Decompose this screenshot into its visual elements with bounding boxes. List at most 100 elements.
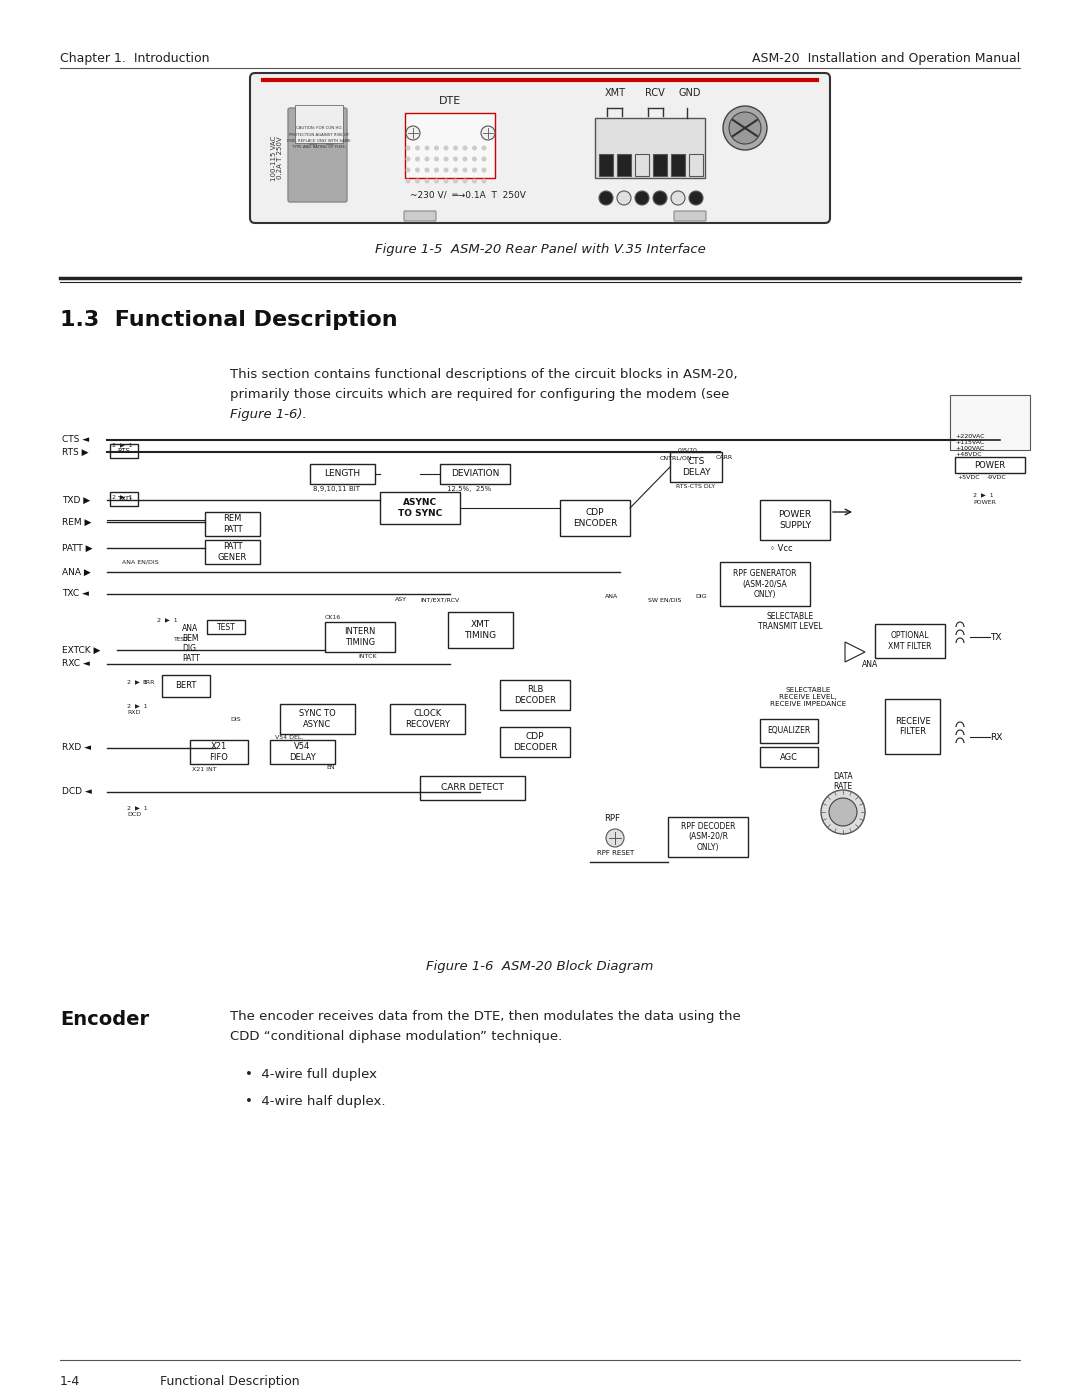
Bar (205, 541, 260, 564)
Text: PROTECTION AGAINST RISK OF: PROTECTION AGAINST RISK OF (288, 133, 349, 137)
Text: 2  ▶  1: 2 ▶ 1 (157, 617, 177, 622)
Text: RXC ◄: RXC ◄ (62, 659, 90, 669)
Circle shape (729, 112, 761, 144)
FancyBboxPatch shape (674, 211, 706, 221)
Bar (670, 453, 723, 482)
Circle shape (406, 126, 420, 140)
Text: ANA: ANA (862, 659, 878, 669)
Bar (950, 395, 1030, 450)
Text: AGC: AGC (780, 753, 798, 761)
Text: INTCK: INTCK (357, 654, 377, 659)
Bar (110, 492, 138, 506)
FancyBboxPatch shape (309, 122, 318, 144)
Bar (295, 105, 343, 142)
Text: EN: EN (326, 766, 335, 770)
Circle shape (482, 179, 486, 183)
Text: PATT: PATT (183, 654, 200, 664)
Bar (669, 817, 748, 856)
Text: DATA
RATE: DATA RATE (833, 773, 853, 791)
Circle shape (482, 168, 486, 172)
FancyBboxPatch shape (404, 211, 436, 221)
Text: The encoder receives data from the DTE, then modulates the data using the: The encoder receives data from the DTE, … (230, 1010, 741, 1023)
Text: 2  ▶  1: 2 ▶ 1 (127, 805, 148, 810)
Bar (280, 704, 355, 733)
Text: EQUALIZER: EQUALIZER (768, 726, 811, 735)
Bar (561, 500, 630, 536)
Circle shape (462, 145, 468, 151)
Text: This section contains functional descriptions of the circuit blocks in ASM-20,: This section contains functional descrip… (230, 367, 738, 381)
Text: TEST: TEST (217, 623, 235, 631)
Text: RXD: RXD (127, 710, 140, 715)
Circle shape (462, 156, 468, 162)
Circle shape (405, 179, 410, 183)
Text: INTERN
TIMING: INTERN TIMING (345, 627, 376, 647)
Text: DCD: DCD (127, 812, 141, 817)
Bar (595, 117, 705, 177)
Text: CTS ◄: CTS ◄ (62, 436, 90, 444)
Text: POWER: POWER (974, 461, 1005, 469)
Text: X21
FIFO: X21 FIFO (210, 742, 229, 761)
Bar (760, 719, 818, 743)
Text: DCD ◄: DCD ◄ (62, 788, 92, 796)
Text: 1.3  Functional Description: 1.3 Functional Description (60, 310, 397, 330)
Circle shape (482, 145, 486, 151)
Bar (760, 500, 831, 541)
Circle shape (434, 145, 438, 151)
Circle shape (424, 168, 430, 172)
Circle shape (434, 179, 438, 183)
Circle shape (462, 179, 468, 183)
Bar (270, 740, 335, 764)
Circle shape (671, 191, 685, 205)
Text: CDD “conditional diphase modulation” technique.: CDD “conditional diphase modulation” tec… (230, 1030, 563, 1044)
Circle shape (424, 145, 430, 151)
Bar (875, 624, 945, 658)
Text: RX: RX (990, 732, 1002, 742)
Text: RECEIVE
FILTER: RECEIVE FILTER (894, 717, 930, 736)
FancyBboxPatch shape (288, 108, 347, 203)
Text: GND: GND (678, 88, 701, 98)
Bar (162, 675, 210, 697)
Text: TX: TX (990, 633, 1001, 641)
Bar (689, 154, 703, 176)
Text: OPTIONAL
XMT FILTER: OPTIONAL XMT FILTER (888, 631, 932, 651)
Bar (955, 457, 1025, 474)
Circle shape (481, 126, 495, 140)
Bar (380, 492, 460, 524)
Circle shape (424, 179, 430, 183)
Bar (310, 464, 375, 483)
Text: ASYNC
TO SYNC: ASYNC TO SYNC (397, 499, 442, 518)
Circle shape (723, 106, 767, 149)
Text: DTE: DTE (438, 96, 461, 106)
Circle shape (444, 145, 448, 151)
Text: RTS: RTS (118, 448, 131, 454)
Text: SYNC TO
ASYNC: SYNC TO ASYNC (299, 710, 336, 729)
Bar (653, 154, 667, 176)
Text: +220VAC
+115VAC
+100VAC: +220VAC +115VAC +100VAC (955, 434, 985, 451)
Circle shape (424, 156, 430, 162)
Circle shape (472, 145, 477, 151)
Text: RXD ◄: RXD ◄ (62, 743, 91, 753)
Circle shape (453, 179, 458, 183)
Text: V54
DELAY: V54 DELAY (289, 742, 315, 761)
Circle shape (462, 168, 468, 172)
Circle shape (482, 156, 486, 162)
Text: TEST: TEST (174, 637, 189, 643)
Circle shape (617, 191, 631, 205)
Text: ◦ Vcc: ◦ Vcc (770, 543, 793, 553)
Text: REM
PATT: REM PATT (222, 514, 242, 534)
Circle shape (405, 145, 410, 151)
Text: CK16: CK16 (325, 615, 341, 620)
Circle shape (599, 191, 613, 205)
Text: EXTCK ▶: EXTCK ▶ (62, 645, 100, 655)
Circle shape (444, 156, 448, 162)
Text: ANA: ANA (605, 594, 618, 599)
Text: RPF GENERATOR
(ASM-20/SA
ONLY): RPF GENERATOR (ASM-20/SA ONLY) (733, 569, 797, 599)
Bar (190, 740, 248, 764)
Bar (760, 747, 818, 767)
Text: CLOCK
RECOVERY: CLOCK RECOVERY (405, 710, 450, 729)
Text: ANA ▶: ANA ▶ (62, 567, 91, 577)
Bar (500, 680, 570, 710)
Text: PATT ▶: PATT ▶ (62, 543, 93, 552)
Circle shape (635, 191, 649, 205)
Text: DIG: DIG (696, 594, 706, 599)
